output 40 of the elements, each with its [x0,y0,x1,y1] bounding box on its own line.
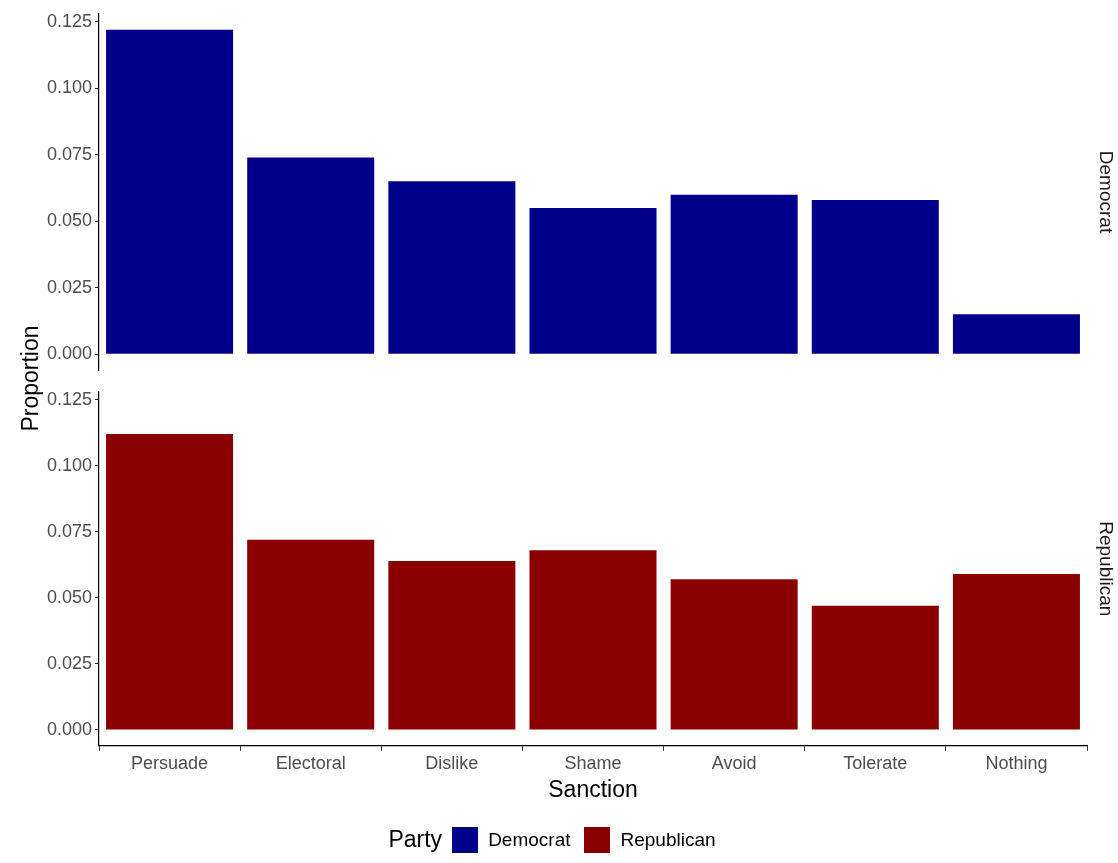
x-tick-label: Persuade [131,752,209,773]
bar [670,194,798,354]
x-tick-label: Avoid [711,752,757,773]
y-tick-label: 0.100 [46,454,92,475]
bar [529,207,657,354]
x-axis-title: Sanction [548,775,638,802]
text: Democrat [1095,150,1117,234]
legend-label: Democrat [488,828,571,851]
bar [811,199,939,354]
y-tick-label: 0.025 [46,652,92,673]
x-tick-label: Dislike [425,752,479,773]
x-tick-label: Nothing [985,752,1048,773]
legend-title: Party [388,826,443,853]
bar [106,434,234,730]
y-tick-label: 0.000 [46,718,92,739]
y-tick-label: 0.050 [46,210,92,231]
bar [952,314,1080,354]
y-axis-title: Proportion [16,324,44,434]
y-tick-label: 0.075 [46,143,92,164]
x-tick-label: Electoral [275,752,346,773]
legend-label: Republican [620,828,716,851]
bar [106,29,234,354]
x-tick-label: Tolerate [843,752,908,773]
bar [247,157,375,354]
y-tick-label: 0.075 [46,520,92,541]
y-tick-label: 0.000 [46,343,92,364]
y-tick-label: 0.050 [46,586,92,607]
bar [952,574,1080,730]
bar [529,550,657,730]
y-tick-label: 0.125 [46,10,92,31]
bar [388,181,516,354]
y-tick-label: 0.025 [46,276,92,297]
bar [388,560,516,730]
bar [670,579,798,730]
text: Republican [1095,521,1117,617]
x-tick-label: Shame [564,752,622,773]
y-tick-label: 0.125 [46,388,92,409]
bar [247,539,375,730]
bar [811,605,939,730]
y-tick-label: 0.100 [46,77,92,98]
